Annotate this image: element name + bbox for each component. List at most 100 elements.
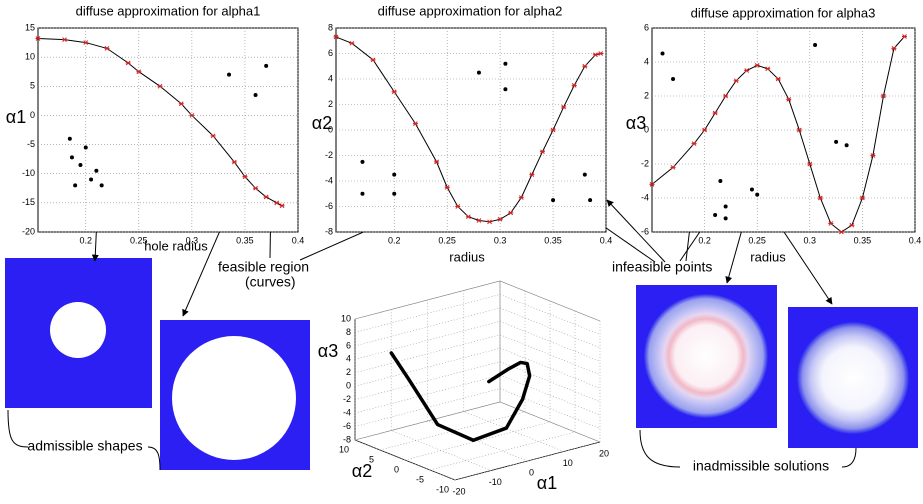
x-tick-label: 0.35 (544, 235, 562, 245)
infeasible-point (749, 187, 754, 192)
curve-marker (279, 203, 285, 209)
infeasible-point (99, 183, 104, 188)
curve-marker (125, 60, 131, 66)
infeasible-point (588, 198, 593, 203)
curve-marker (744, 68, 750, 73)
grid-line (354, 374, 601, 416)
infeasible-point (78, 162, 83, 167)
x-tick-label: 0.3 (804, 235, 817, 245)
y-tick-label: -5 (27, 139, 35, 149)
y-tick-label: 6 (328, 48, 333, 58)
y-tick-label: 6 (644, 22, 649, 32)
x-tick-label: -10 (489, 477, 502, 487)
infeasible-point (94, 168, 99, 173)
infeasible-point (723, 204, 728, 209)
grid-line (390, 309, 492, 471)
curve-marker (807, 161, 813, 167)
infeasible-point (476, 70, 481, 75)
x-tick-label: 0.4 (600, 235, 613, 245)
x-tick-label: 0.3 (494, 235, 507, 245)
infeasible-point (844, 143, 849, 148)
x-tick-label: 0.4 (909, 235, 922, 245)
curve-marker (561, 104, 567, 110)
curve-marker (775, 76, 781, 82)
curve-marker (592, 52, 598, 58)
curve-marker (157, 83, 163, 89)
curve-marker (370, 57, 376, 63)
grid-line (354, 307, 601, 349)
curve-marker (434, 159, 440, 165)
x-tick-label: 0.2 (698, 235, 711, 245)
infeasible-point (83, 145, 88, 150)
grid-line (429, 311, 576, 471)
infeasible-point (392, 191, 397, 196)
curve-marker (391, 89, 397, 95)
curve-marker (765, 66, 771, 72)
z-axis-label: α3 (318, 341, 338, 361)
z-tick-label: 10 (341, 313, 351, 323)
annotation: admissible shapes (27, 438, 142, 454)
infeasible-point (67, 136, 72, 141)
infeasible-point (671, 77, 676, 81)
infeasible-point (503, 87, 508, 92)
curve-marker (83, 40, 89, 45)
x-axis-label: radius (750, 249, 786, 264)
line-chart: 0.2 0.25 0.3 0.35 0.4 -8 -6 -4 -2 0 2 4 6 8 diffuse ap… (312, 3, 612, 264)
grid-line (463, 290, 564, 452)
infeasible-point (264, 63, 269, 68)
y-tick-label: 10 (339, 444, 349, 454)
infeasible-point (253, 93, 258, 98)
curve-marker (796, 127, 802, 133)
curve-marker (444, 185, 450, 190)
curve-marker (723, 93, 729, 99)
curve-marker (412, 121, 418, 126)
curve-marker (62, 37, 68, 43)
infeasible-point (551, 198, 556, 203)
y-tick-label: 0 (328, 124, 333, 134)
y-tick-label: -15 (22, 197, 35, 207)
feasible-curve (335, 36, 601, 223)
x-axis-label: hole radius (144, 238, 208, 253)
x-tick-label: 10 (563, 458, 573, 468)
curve-marker (849, 222, 855, 228)
curve-marker (497, 216, 503, 222)
y-tick-label: 5 (30, 81, 35, 91)
infeasible-point (360, 191, 365, 196)
annotation: (curves) (245, 274, 296, 290)
grid-line (454, 321, 601, 481)
z-tick-label: -8 (343, 434, 351, 444)
curve-marker (274, 200, 280, 206)
curve-marker (733, 78, 739, 84)
y-tick-label: 2 (644, 90, 649, 100)
inadmissible-solution-images (636, 285, 918, 448)
y-tick-label: 15 (25, 22, 35, 32)
z-tick-label: 2 (346, 367, 351, 377)
curve-marker (550, 127, 556, 133)
infeasible-point (73, 183, 78, 188)
curve-marker (571, 83, 577, 88)
curve-marker (210, 133, 216, 139)
curve-marker (539, 149, 545, 155)
infeasible-point (660, 51, 665, 56)
x-tick-label: 0.2 (79, 235, 92, 245)
annotation: feasible region (218, 259, 309, 275)
shape-hole (172, 336, 296, 460)
y-tick-label: 2 (328, 99, 333, 109)
y-tick-label: -6 (325, 201, 333, 211)
curve-marker (455, 204, 461, 209)
infeasible-point (755, 192, 760, 197)
curve-marker (598, 51, 604, 56)
y-tick-label: 4 (644, 56, 649, 66)
curve-marker (518, 195, 524, 200)
y-axis-label: α2 (352, 461, 372, 481)
shape-hole (50, 302, 106, 358)
annotations: feasible region(curves) infeasible points… (27, 259, 829, 474)
curve-marker (508, 210, 514, 216)
x-tick-label: 0.25 (748, 235, 766, 245)
line-chart: 0.2 0.25 0.3 0.35 0.4 -6 -4 -2 0 2 4 6 diffuse appro… (626, 5, 921, 264)
plot-area (37, 27, 299, 233)
curve-marker (487, 219, 493, 225)
x-tick-label: 0.35 (236, 235, 254, 245)
grid-line (354, 361, 601, 402)
